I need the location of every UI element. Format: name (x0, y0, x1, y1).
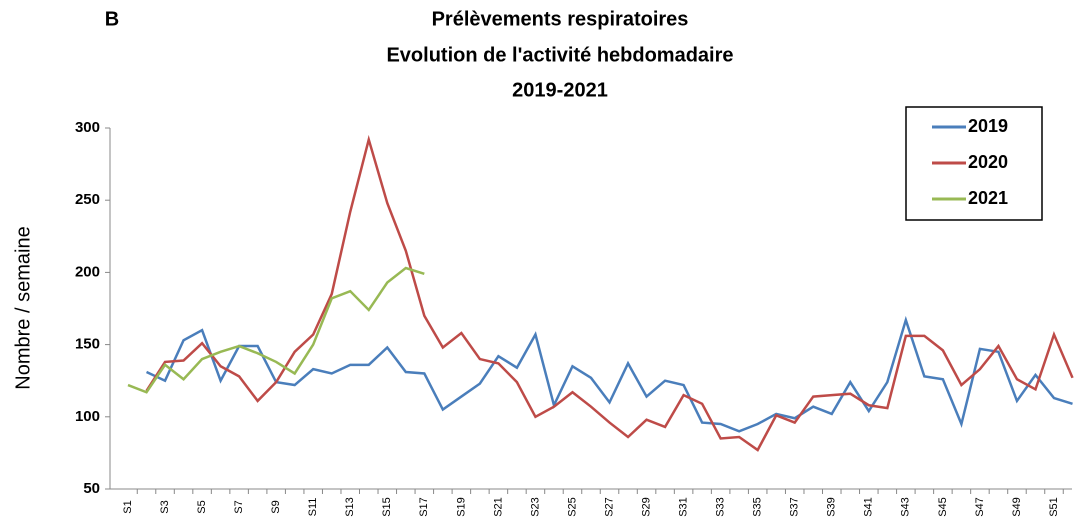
x-tick-label: S7 (233, 500, 245, 513)
x-tick-label: S31 (678, 497, 690, 517)
chart-title: Prélèvements respiratoires (432, 8, 689, 30)
y-tick-label: 200 (75, 263, 100, 280)
line-series (145, 315, 1073, 433)
x-tick-label: S15 (381, 497, 393, 517)
chart-title: 2019-2021 (512, 79, 608, 101)
x-tick-label: S21 (492, 497, 504, 517)
x-tick-label: S35 (752, 497, 764, 517)
x-tick-label: S23 (529, 497, 541, 517)
x-tick-label: S29 (640, 497, 652, 517)
x-tick-label: S39 (826, 497, 838, 517)
x-tick-label: S27 (603, 497, 615, 517)
legend-box (905, 106, 1043, 221)
panel-label: B (105, 8, 119, 30)
y-tick-label: 150 (75, 336, 100, 353)
y-tick-label: 300 (75, 119, 100, 136)
x-tick-label: S47 (974, 497, 986, 517)
x-tick-label: S3 (159, 500, 171, 513)
x-tick-label: S5 (196, 500, 208, 513)
legend-label: 2019 (968, 116, 1008, 136)
x-tick-label: S19 (455, 497, 467, 517)
x-tick-label: S43 (900, 497, 912, 517)
y-tick-label: 250 (75, 191, 100, 208)
chart-title: Evolution de l'activité hebdomadaire (386, 44, 733, 66)
x-tick-label: S9 (270, 500, 282, 513)
x-tick-label: S13 (344, 497, 356, 517)
legend-label: 2020 (968, 152, 1008, 172)
x-tick-label: S25 (566, 497, 578, 517)
x-tick-label: S17 (418, 497, 430, 517)
y-tick-label: 100 (75, 408, 100, 425)
x-tick-label: S37 (789, 497, 801, 517)
x-tick-label: S1 (122, 500, 134, 513)
line-series (127, 266, 425, 394)
x-tick-label: S41 (863, 497, 875, 517)
legend-label: 2021 (968, 188, 1008, 208)
y-axis-label: Nombre / semaine (12, 226, 34, 389)
x-tick-label: S45 (937, 497, 949, 517)
x-tick-label: S11 (307, 498, 319, 517)
x-tick-label: S33 (715, 497, 727, 517)
line-series (145, 134, 1074, 452)
x-tick-label: S51 (1048, 497, 1060, 517)
y-tick-label: 50 (83, 480, 100, 497)
x-tick-label: S49 (1011, 497, 1023, 517)
